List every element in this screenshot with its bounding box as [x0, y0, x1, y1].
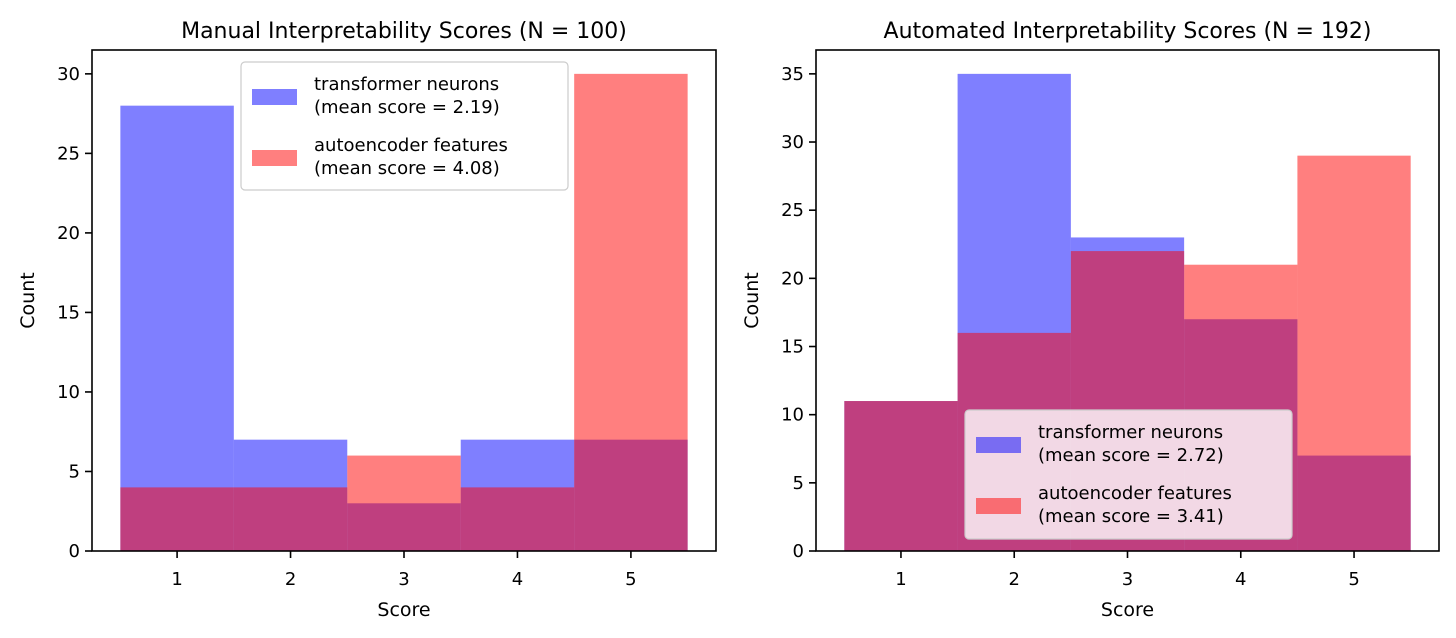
- legend-swatch-features: [252, 150, 297, 166]
- legend-swatch-neurons: [252, 89, 297, 105]
- legend-box: [240, 61, 569, 191]
- legend-series-name: transformer neurons: [314, 74, 499, 95]
- y-tick-label: 30: [781, 132, 804, 153]
- bar-features-score-1: [120, 487, 234, 551]
- x-axis-label: Score: [1101, 599, 1154, 621]
- x-tick-label: 1: [895, 569, 906, 590]
- bar-features-score-3: [347, 455, 461, 551]
- legend-series-name: autoencoder features: [314, 135, 508, 156]
- x-tick-label: 4: [512, 569, 523, 590]
- y-tick-label: 30: [57, 64, 80, 85]
- chart-title: Manual Interpretability Scores (N = 100): [181, 19, 627, 44]
- y-tick-label: 20: [781, 268, 804, 289]
- chart-title: Automated Interpretability Scores (N = 1…: [884, 19, 1372, 44]
- manual-scores-panel: 1 2 3 4 5 0 5 10 15 20 25 30 Manual Interpretability…: [17, 19, 717, 621]
- y-tick-label: 5: [69, 461, 80, 482]
- legend: transformer neurons(mean score = 2.19) au…: [240, 61, 569, 191]
- bar-features-score-4: [460, 487, 575, 551]
- x-tick-label: 3: [398, 569, 409, 590]
- y-tick-label: 35: [781, 64, 804, 85]
- y-tick-label: 0: [793, 541, 804, 562]
- bar-features-score-5: [1297, 155, 1411, 551]
- legend-mean-score: (mean score = 2.72): [1038, 445, 1224, 466]
- y-tick-label: 15: [781, 337, 804, 358]
- legend-mean-score: (mean score = 4.08): [314, 158, 500, 179]
- series-autoencoder-features: [120, 73, 688, 551]
- y-tick-label: 25: [57, 143, 80, 164]
- y-tick-label: 10: [781, 405, 804, 426]
- legend-swatch-features: [976, 498, 1021, 514]
- y-axis-label: Count: [741, 272, 763, 328]
- legend: transformer neurons(mean score = 2.72) au…: [964, 409, 1293, 540]
- legend-box: [964, 409, 1293, 540]
- x-tick-label: 4: [1235, 569, 1246, 590]
- y-tick-label: 5: [793, 473, 804, 494]
- x-tick-label: 2: [285, 569, 296, 590]
- legend-series-name: transformer neurons: [1038, 422, 1223, 443]
- bar-features-score-2: [233, 487, 348, 551]
- y-axis-label: Count: [17, 272, 39, 328]
- y-tick-label: 10: [57, 382, 80, 403]
- bar-neurons-score-1: [120, 105, 234, 552]
- legend-mean-score: (mean score = 2.19): [314, 97, 500, 118]
- bar-features-score-5: [574, 73, 688, 551]
- legend-mean-score: (mean score = 3.41): [1038, 506, 1224, 527]
- legend-swatch-neurons: [976, 437, 1021, 453]
- x-tick-label: 5: [1348, 569, 1359, 590]
- x-tick-label: 1: [171, 569, 182, 590]
- automated-scores-panel: 1 2 3 4 5 0 5 10 15 20 25 30 35 Automated Interpretab…: [741, 19, 1440, 621]
- legend-series-name: autoencoder features: [1038, 483, 1232, 504]
- x-tick-label: 2: [1009, 569, 1020, 590]
- y-tick-label: 25: [781, 200, 804, 221]
- x-tick-label: 5: [625, 569, 636, 590]
- y-tick-label: 0: [69, 541, 80, 562]
- y-tick-label: 20: [57, 223, 80, 244]
- x-axis-label: Score: [377, 599, 430, 621]
- y-tick-label: 15: [57, 302, 80, 323]
- x-tick-label: 3: [1122, 569, 1133, 590]
- bar-features-score-1: [844, 401, 958, 551]
